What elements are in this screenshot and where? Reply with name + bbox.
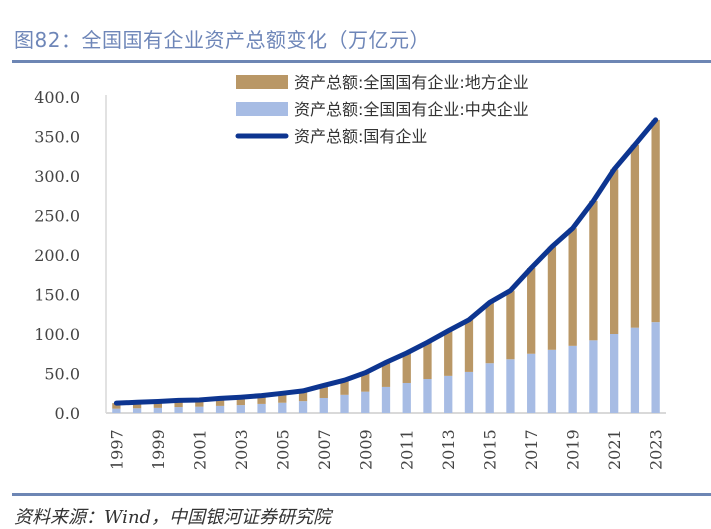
legend-label-central: 资产总额:全国国有企业:中央企业 xyxy=(294,100,529,119)
x-tick-label: 2011 xyxy=(398,429,417,470)
y-tick-label: 150.0 xyxy=(34,286,80,305)
bar-local-1997 xyxy=(112,403,121,409)
bar-local-2023 xyxy=(651,119,660,323)
bar-central-1999 xyxy=(153,407,162,413)
x-tick-label: 2005 xyxy=(273,429,292,470)
bar-central-2017 xyxy=(527,353,536,413)
bar-central-2018 xyxy=(547,349,557,413)
y-tick-label: 50.0 xyxy=(44,365,80,384)
bar-local-2009 xyxy=(361,372,370,392)
y-tick-label: 350.0 xyxy=(34,128,80,147)
y-axis-labels: 0.0 50.0 100.0 150.0 200.0 250.0 300.0 350.0 400… xyxy=(34,88,80,423)
bar-local-2000 xyxy=(174,400,183,408)
bar-local-2001 xyxy=(195,399,204,407)
x-tick-label: 2007 xyxy=(315,429,334,470)
bar-local-2008 xyxy=(340,380,349,395)
bar-central-2005 xyxy=(278,402,287,413)
bar-local-2015 xyxy=(485,302,494,364)
x-tick-label: 2019 xyxy=(564,429,583,470)
x-tick-label: 1999 xyxy=(149,429,168,470)
bar-local-2004 xyxy=(257,395,266,404)
bar-local-2011 xyxy=(402,352,411,383)
bar-local-2012 xyxy=(423,342,432,380)
legend-label-total: 资产总额:国有企业 xyxy=(294,127,427,146)
x-tick-label: 2015 xyxy=(481,429,500,470)
x-tick-label: 2023 xyxy=(647,429,666,470)
bar-local-2010 xyxy=(381,362,391,387)
x-tick-label: 2017 xyxy=(522,429,541,470)
bar-central-1998 xyxy=(132,408,142,413)
bar-central-2006 xyxy=(298,401,308,413)
bar-local-2006 xyxy=(298,390,308,402)
top-divider xyxy=(12,60,711,63)
bar-local-2022 xyxy=(630,144,640,328)
chart-title: 图82：全国国有企业资产总额变化（万亿元） xyxy=(14,28,430,52)
bottom-divider xyxy=(12,493,711,496)
bar-central-2020 xyxy=(589,340,598,413)
legend-swatch-central xyxy=(236,102,288,116)
bar-local-2005 xyxy=(278,393,287,403)
y-tick-label: 0.0 xyxy=(55,404,80,423)
bar-central-2021 xyxy=(610,334,619,413)
x-tick-label: 2009 xyxy=(356,429,375,470)
bar-central-2023 xyxy=(651,322,660,413)
y-tick-label: 200.0 xyxy=(34,246,80,265)
x-tick-label: 2003 xyxy=(232,429,251,470)
bars-group xyxy=(112,119,660,413)
x-tick-label: 1997 xyxy=(107,429,126,470)
bar-local-1999 xyxy=(153,401,162,408)
source-note: 资料来源：Wind，中国银河证券研究院 xyxy=(14,507,332,528)
bar-local-2021 xyxy=(610,169,619,334)
bar-central-1997 xyxy=(112,408,121,413)
bar-central-2004 xyxy=(257,403,266,413)
bar-local-2014 xyxy=(464,319,474,372)
bar-central-2009 xyxy=(361,391,370,413)
bar-local-2016 xyxy=(506,290,515,360)
bar-central-2003 xyxy=(236,405,245,413)
legend: 资产总额:全国国有企业:地方企业 资产总额:全国国有企业:中央企业 资产总额:国… xyxy=(235,73,529,146)
bar-central-2013 xyxy=(444,375,453,413)
bar-central-2019 xyxy=(568,345,577,413)
bar-local-2017 xyxy=(527,268,536,354)
bar-central-2010 xyxy=(381,386,391,413)
bar-central-2002 xyxy=(215,405,225,413)
bar-central-2012 xyxy=(423,379,432,413)
bar-local-2007 xyxy=(319,385,328,398)
bar-local-2003 xyxy=(236,397,245,406)
x-tick-label: 2001 xyxy=(190,429,209,470)
legend-swatch-local xyxy=(236,75,288,89)
x-axis-labels: 1997 1999 2001 2003 2005 2007 2009 2011 2013 2015… xyxy=(107,429,665,470)
x-tick-label: 2013 xyxy=(439,429,458,470)
bar-central-2014 xyxy=(464,371,474,413)
y-tick-label: 400.0 xyxy=(34,88,80,107)
bar-local-2019 xyxy=(568,228,577,346)
bar-central-2016 xyxy=(506,359,515,413)
bar-central-2022 xyxy=(630,327,640,413)
bar-central-2015 xyxy=(485,363,494,413)
y-tick-label: 250.0 xyxy=(34,207,80,226)
total-series-line xyxy=(113,117,659,406)
bar-local-2020 xyxy=(589,200,598,341)
bar-central-2007 xyxy=(319,397,328,413)
bar-central-2008 xyxy=(340,394,349,413)
bar-local-2002 xyxy=(215,398,225,406)
bar-local-2018 xyxy=(547,246,557,350)
bar-local-2013 xyxy=(444,330,453,376)
chart-svg: 0.0 50.0 100.0 150.0 200.0 250.0 300.0 350.0 400… xyxy=(34,73,666,470)
y-tick-label: 300.0 xyxy=(34,167,80,186)
bar-central-2011 xyxy=(402,382,411,413)
bar-local-1998 xyxy=(132,402,142,409)
bar-central-2001 xyxy=(195,406,204,413)
y-tick-label: 100.0 xyxy=(34,325,80,344)
legend-label-local: 资产总额:全国国有企业:地方企业 xyxy=(294,73,529,92)
bar-central-2000 xyxy=(174,407,183,413)
x-tick-label: 2021 xyxy=(605,429,624,470)
